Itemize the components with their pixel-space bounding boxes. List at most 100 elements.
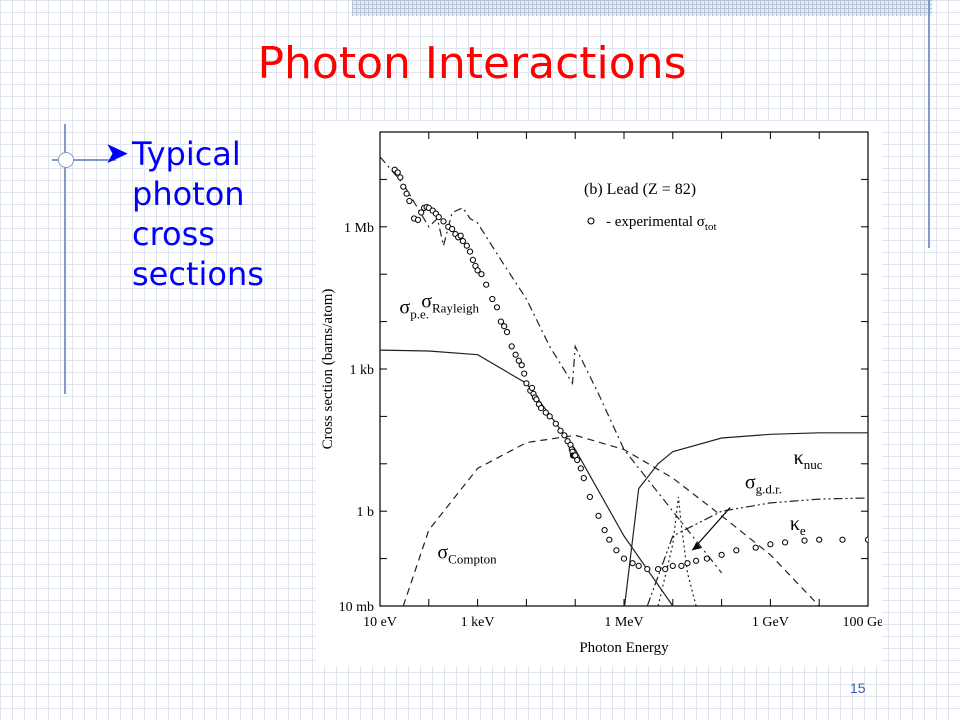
- experimental-point: [644, 566, 651, 573]
- slide-title: Photon Interactions: [257, 38, 687, 89]
- x-tick-label: 10 eV: [363, 615, 397, 630]
- experimental-point: [394, 169, 401, 176]
- experimental-point: [580, 475, 587, 482]
- series-line-pe: [380, 156, 723, 574]
- right-accent-line: [928, 0, 930, 248]
- experimental-point: [403, 190, 410, 197]
- y-tick-label: 1 Mb: [344, 221, 374, 236]
- header-decoration-band: [352, 0, 932, 16]
- experimental-point: [474, 267, 481, 274]
- x-tick-label: 1 MeV: [604, 615, 643, 630]
- experimental-point: [557, 427, 564, 434]
- experimental-point: [515, 357, 522, 364]
- experimental-point: [533, 396, 540, 403]
- experimental-point: [483, 281, 490, 288]
- experimental-point: [718, 551, 725, 558]
- cross-section-chart: 10 eV 1 keV 1 MeV 1 GeV 100 GeV 10 mb 1 b 1 kb 1…: [320, 131, 893, 656]
- series-label-nuc: κnuc: [794, 447, 823, 472]
- experimental-point: [655, 566, 662, 573]
- experimental-point: [561, 432, 568, 439]
- experimental-point: [669, 562, 676, 569]
- experimental-point: [542, 409, 549, 416]
- x-tick-label: 100 GeV: [843, 615, 882, 630]
- x-tick-label: 1 keV: [461, 615, 495, 630]
- experimental-point: [406, 197, 413, 205]
- left-accent-line: [64, 124, 66, 394]
- x-tick-label: 1 GeV: [752, 615, 789, 630]
- y-tick-label: 10 mb: [339, 600, 374, 615]
- series-label-e: κe: [790, 513, 806, 538]
- arrow-bullet-icon: ➤: [104, 136, 130, 171]
- experimental-point: [613, 547, 620, 554]
- experimental-point: [512, 351, 519, 358]
- experimental-point: [523, 380, 530, 387]
- left-accent-tick: [52, 159, 116, 161]
- series-line-nuc: [624, 432, 868, 606]
- experimental-point: [418, 209, 425, 216]
- experimental-point: [503, 329, 511, 336]
- series-label-pe: σp.e.: [399, 296, 429, 321]
- gdr-arrow-head: [692, 542, 702, 551]
- experimental-point: [538, 405, 545, 412]
- series-line-Rayleigh: [380, 349, 674, 606]
- experimental-point: [546, 413, 553, 420]
- experimental-point: [397, 174, 404, 181]
- series-label-Rayleigh: σRayleigh: [421, 290, 479, 315]
- series-label-gdr: σg.d.r.: [745, 472, 782, 497]
- experimental-point: [508, 343, 515, 350]
- experimental-point: [733, 547, 740, 554]
- experimental-point: [601, 527, 608, 534]
- experimental-point: [400, 183, 407, 190]
- experimental-point: [816, 536, 823, 543]
- experimental-point: [459, 238, 466, 245]
- experimental-point: [586, 493, 593, 500]
- experimental-point: [414, 216, 422, 224]
- experimental-point: [678, 562, 685, 569]
- experimental-point: [864, 536, 868, 543]
- annotation-layer: σp.e.σRayleigh σCompton κnuc κe σg.d.r.: [399, 290, 822, 566]
- experimental-point: [577, 465, 584, 472]
- series-line-gdr: [657, 496, 697, 606]
- gdr-arrow-line: [691, 507, 731, 551]
- axis-ticks: 10 eV 1 keV 1 MeV 1 GeV 100 GeV 10 mb 1 b 1 kb 1…: [339, 131, 893, 630]
- legend-experimental-label: - experimental σtot: [606, 214, 717, 233]
- experimental-point: [435, 214, 442, 221]
- slide-number: 15: [850, 680, 866, 696]
- series-line-Compton: [402, 434, 820, 606]
- experimental-point: [497, 318, 504, 325]
- experimental-point: [489, 295, 496, 303]
- experimental-point: [782, 539, 789, 546]
- experimental-point: [839, 536, 846, 543]
- experimental-point: [478, 271, 485, 278]
- experimental-point: [574, 456, 581, 464]
- series-label-Compton: σCompton: [437, 542, 497, 567]
- legend-header: (b) Lead (Z = 82): [584, 181, 696, 198]
- y-axis-label: Cross section (barns/atom): [320, 289, 336, 450]
- experimental-point: [493, 304, 501, 311]
- experimental-points: [391, 166, 868, 573]
- experimental-point: [635, 562, 642, 569]
- experimental-point: [463, 242, 470, 249]
- experimental-point: [606, 536, 613, 543]
- series-line-e: [646, 497, 868, 606]
- experimental-point: [518, 362, 525, 369]
- bullet-text: Typical photon cross sections: [132, 135, 264, 293]
- experimental-point: [693, 557, 700, 564]
- legend-marker: [587, 217, 595, 225]
- experimental-point: [684, 560, 691, 567]
- curve-layer: [380, 156, 868, 606]
- experimental-point: [501, 323, 508, 330]
- experimental-point: [552, 420, 559, 427]
- cross-section-figure: 10 eV 1 keV 1 MeV 1 GeV 100 GeV 10 mb 1 b 1 kb 1…: [316, 122, 893, 666]
- experimental-point: [521, 370, 528, 377]
- experimental-point: [801, 537, 808, 544]
- experimental-point: [703, 555, 710, 562]
- experimental-point: [752, 544, 759, 551]
- experimental-point: [457, 232, 464, 239]
- experimental-point: [528, 384, 536, 391]
- experimental-point: [440, 218, 447, 225]
- experimental-point: [629, 560, 636, 567]
- left-accent-circle: [58, 152, 74, 168]
- experimental-point: [767, 541, 774, 548]
- experimental-point: [469, 256, 476, 263]
